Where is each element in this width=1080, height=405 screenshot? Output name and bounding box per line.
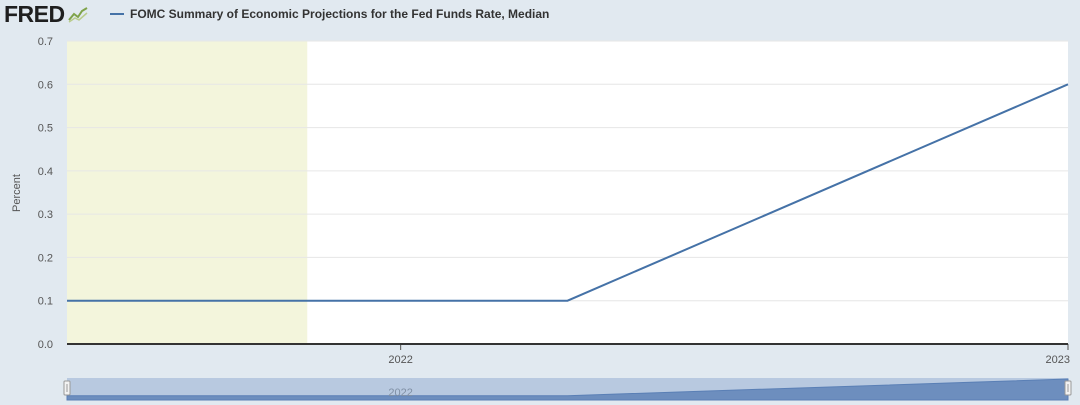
chart-line-icon <box>67 7 88 23</box>
x-tick-label: 2022 <box>388 354 412 366</box>
y-tick-label: 0.5 <box>38 123 53 135</box>
y-tick-label: 0.4 <box>38 166 53 178</box>
recession-bands <box>67 41 308 344</box>
y-axis-title: Percent <box>11 174 23 212</box>
navigator-tick-label: 2022 <box>388 387 412 399</box>
y-tick-label: 0.0 <box>38 339 53 351</box>
fred-logo-text: FRED <box>4 0 65 27</box>
chart-legend[interactable]: FOMC Summary of Economic Projections for… <box>110 6 549 22</box>
fred-logo[interactable]: FRED <box>4 1 89 27</box>
legend-series-label: FOMC Summary of Economic Projections for… <box>130 7 550 21</box>
y-tick-label: 0.6 <box>38 79 53 91</box>
range-navigator[interactable]: 2022 <box>63 378 1072 401</box>
y-tick-label: 0.1 <box>38 296 53 308</box>
x-tick-label: 2023 <box>1046 354 1070 366</box>
y-tick-label: 0.7 <box>38 36 53 48</box>
x-axis-ticks: 2022 2023 <box>388 344 1070 366</box>
navigator-series-area <box>66 378 1069 401</box>
legend-swatch <box>110 13 124 15</box>
recession-band-0 <box>67 41 308 344</box>
chart-header: FRED FOMC Summary of Economic Projection… <box>0 0 1080 30</box>
y-tick-label: 0.3 <box>38 209 53 221</box>
y-axis-ticks: 0.0 0.1 0.2 0.3 0.4 0.5 0.6 0.7 <box>38 36 53 351</box>
series-layer <box>67 83 1069 302</box>
series-line-0 <box>67 83 1069 302</box>
y-tick-label: 0.2 <box>38 252 53 264</box>
